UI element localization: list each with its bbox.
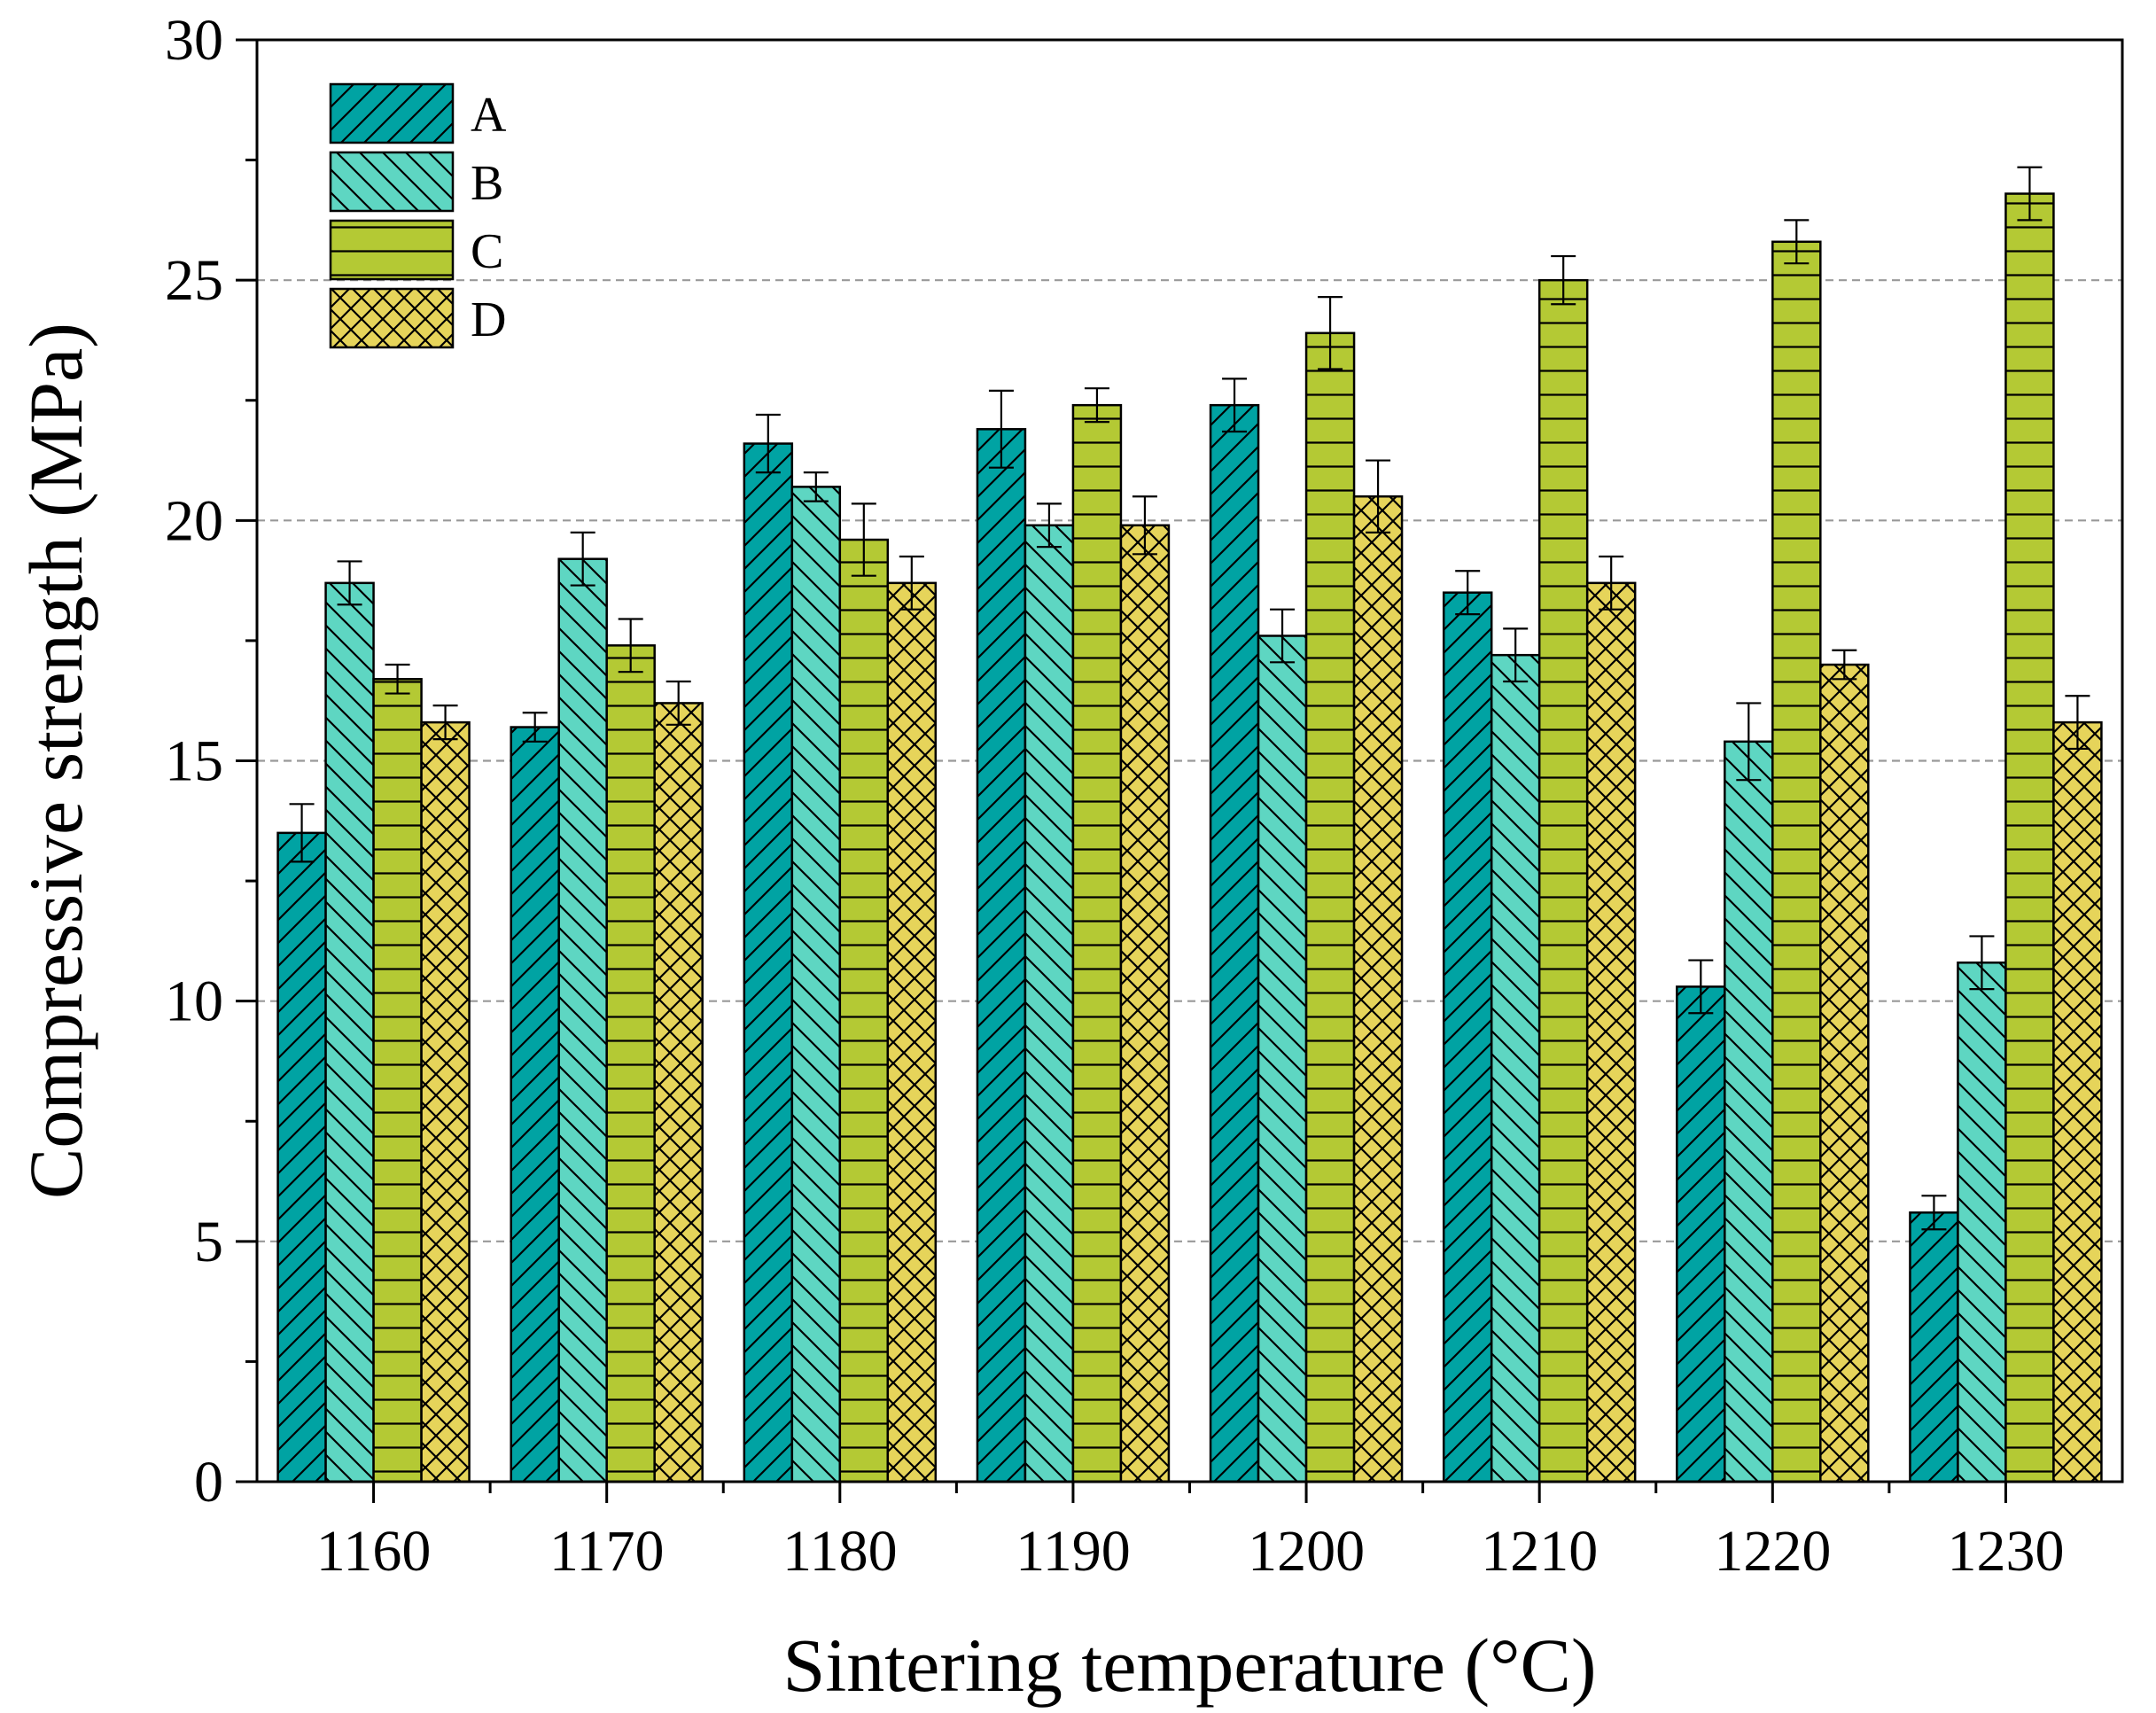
error-bar-D-1180 (899, 555, 924, 611)
x-tick-label: 1170 (549, 1519, 665, 1584)
legend-swatch (329, 287, 455, 349)
bar-B-1190 (1024, 524, 1075, 1483)
bars (276, 192, 2103, 1483)
y-tick-label: 0 (194, 1450, 223, 1514)
bar-C-1170 (605, 644, 656, 1483)
bar-A-1230 (1909, 1211, 1959, 1483)
error-bar-C-1230 (2017, 166, 2043, 222)
bar-A-1220 (1676, 985, 1726, 1483)
bar-D-1220 (1819, 663, 1870, 1483)
legend-item-C: C (329, 219, 503, 281)
bar-D-1230 (2052, 720, 2103, 1483)
error-bar-A-1210 (1455, 570, 1481, 616)
legend-label: A (471, 88, 507, 143)
bar-C-1190 (1071, 403, 1123, 1483)
error-bar-A-1230 (1921, 1195, 1947, 1231)
legend-label: D (471, 292, 506, 347)
bar-D-1160 (420, 720, 471, 1483)
bar-B-1200 (1257, 635, 1308, 1483)
x-tick-label: 1220 (1714, 1519, 1831, 1584)
error-bar-B-1210 (1503, 627, 1529, 683)
bar-B-1210 (1490, 653, 1541, 1483)
x-tick-label: 1200 (1248, 1519, 1365, 1584)
y-axis-title: Compressive strength (MPa) (13, 323, 98, 1199)
legend-swatch (329, 82, 455, 144)
error-bar-A-1170 (522, 712, 548, 743)
bar-C-1210 (1537, 278, 1589, 1483)
error-bar-A-1200 (1222, 378, 1248, 433)
bar-D-1210 (1585, 581, 1637, 1483)
y-tick-label: 25 (165, 248, 223, 313)
y-tick-label: 5 (194, 1210, 223, 1274)
bar-A-1210 (1442, 591, 1493, 1483)
error-bar-C-1180 (851, 502, 876, 577)
y-tick-label: 20 (165, 488, 223, 553)
bar-A-1200 (1209, 403, 1260, 1483)
x-axis-title: Sintering temperature (°C) (783, 1623, 1597, 1708)
error-bar-B-1180 (803, 471, 829, 502)
legend-label: B (471, 156, 503, 211)
x-tick-label: 1230 (1947, 1519, 2064, 1584)
bar-B-1230 (1957, 962, 2007, 1483)
error-bar-D-1200 (1366, 459, 1391, 533)
error-bar-D-1170 (665, 680, 691, 726)
bar-C-1200 (1304, 331, 1356, 1483)
legend-item-B: B (329, 151, 503, 213)
bar-C-1160 (372, 678, 423, 1483)
error-bar-B-1220 (1736, 702, 1762, 782)
error-bars (289, 166, 2090, 1231)
error-bar-B-1170 (570, 531, 595, 587)
bar-D-1190 (1119, 524, 1171, 1483)
x-tick-label: 1180 (782, 1519, 898, 1584)
bar-B-1220 (1724, 740, 1774, 1483)
legend-item-A: A (329, 82, 507, 144)
bar-A-1180 (743, 442, 794, 1483)
y-tick-label: 10 (165, 969, 223, 1034)
x-tick-label: 1160 (316, 1519, 432, 1584)
bar-A-1190 (976, 428, 1027, 1483)
error-bar-C-1210 (1551, 254, 1576, 306)
legend-swatch (329, 151, 455, 213)
bar-A-1160 (276, 831, 327, 1483)
legend-label: C (471, 224, 503, 279)
axes: 0 5 10 15 20 25 30 1160 1170 1180 1190 1200 1210 1220… (13, 8, 2124, 1708)
bar-A-1170 (510, 726, 560, 1483)
bar-B-1180 (790, 486, 842, 1483)
bar-C-1180 (838, 538, 890, 1483)
error-bar-A-1180 (755, 413, 781, 474)
error-bar-C-1200 (1318, 296, 1343, 370)
legend-item-D: D (329, 287, 506, 349)
bar-D-1170 (653, 702, 704, 1483)
error-bar-C-1190 (1084, 387, 1109, 424)
bar-D-1200 (1352, 494, 1404, 1483)
bar-B-1160 (324, 581, 375, 1483)
y-tick-label: 15 (165, 729, 223, 794)
error-bar-D-1230 (2065, 695, 2090, 751)
error-bar-A-1220 (1688, 959, 1714, 1015)
error-bar-A-1190 (988, 389, 1014, 469)
error-bar-D-1160 (432, 705, 458, 741)
legend-swatch (329, 219, 455, 281)
error-bar-C-1220 (1784, 219, 1810, 265)
error-bar-B-1200 (1270, 608, 1296, 664)
x-tick-label: 1210 (1481, 1519, 1598, 1584)
error-bar-D-1190 (1132, 495, 1157, 556)
x-tick-label: 1190 (1016, 1519, 1131, 1584)
bar-C-1230 (2004, 192, 2055, 1483)
error-bar-C-1160 (385, 663, 410, 695)
error-bar-C-1170 (618, 618, 643, 674)
error-bar-D-1220 (1832, 649, 1857, 681)
y-tick-label: 30 (165, 8, 223, 73)
error-bar-B-1160 (337, 560, 362, 606)
error-bar-A-1160 (289, 803, 315, 863)
error-bar-D-1210 (1599, 555, 1624, 611)
bar-C-1220 (1771, 240, 1822, 1483)
bar-D-1180 (886, 581, 938, 1483)
bar-B-1170 (557, 557, 608, 1483)
error-bar-B-1190 (1036, 502, 1062, 549)
error-bar-B-1230 (1969, 935, 1995, 991)
